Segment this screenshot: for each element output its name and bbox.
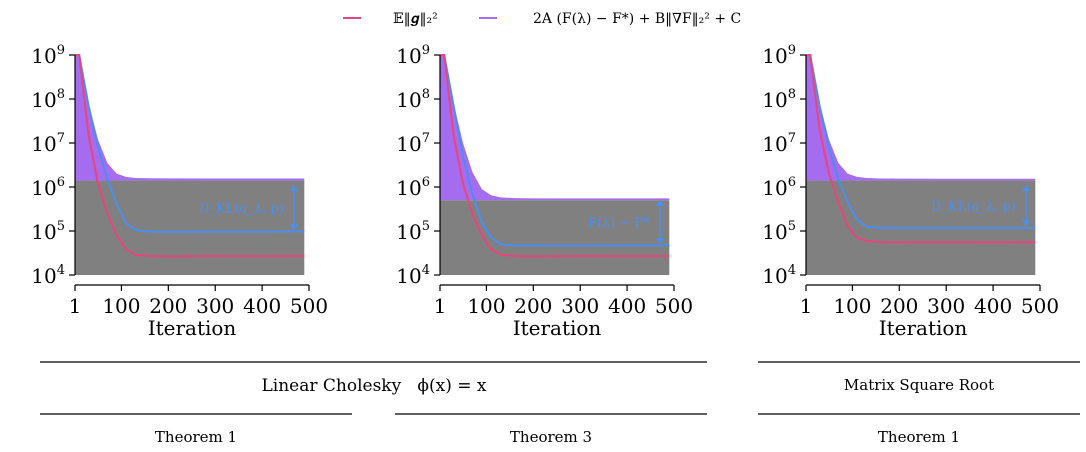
y-tick-label: 107 — [762, 131, 796, 156]
x-tick-label: 300 — [561, 294, 599, 318]
x-tick-label: 100 — [102, 294, 140, 318]
x-tick-label: 400 — [974, 294, 1012, 318]
y-tick-label: 105 — [396, 219, 430, 244]
x-tick-label: 100 — [833, 294, 871, 318]
bound-area — [75, 55, 305, 181]
x-tick-label: 400 — [608, 294, 646, 318]
panels: D_KL(q_λ, p) 104 105 106 107 108 109 1 100 200 300… — [31, 43, 1059, 340]
x-axis-label: Iteration — [879, 316, 968, 340]
annotation-arrowhead-up — [1022, 185, 1030, 191]
x-tick-label: 500 — [290, 294, 328, 318]
bound-area — [806, 55, 1036, 181]
legend-label-bound: 2A (F(λ) − F*) + B‖∇F‖₂² + C — [533, 11, 741, 27]
grad-line — [440, 54, 670, 258]
theorem-caption-2: Theorem 3 — [510, 428, 592, 446]
x-tick-label: 400 — [243, 294, 281, 318]
grad-line — [75, 54, 305, 258]
x-tick-label: 1 — [434, 294, 447, 318]
panel-1: D_KL(q_λ, p) 104 105 106 107 108 109 1 100 200 300… — [31, 43, 328, 340]
x-tick-label: 200 — [149, 294, 187, 318]
floor-area — [75, 180, 305, 275]
y-tick-label: 109 — [762, 43, 796, 68]
theorem-caption-3: Theorem 1 — [878, 428, 960, 446]
y-tick-label: 108 — [31, 87, 65, 112]
x-axis-label: Iteration — [513, 316, 602, 340]
bound-line — [440, 54, 670, 247]
annotation-arrowhead-up — [656, 200, 664, 206]
group-caption-cholesky: Linear Cholesky ϕ(x) = x — [261, 376, 486, 396]
floor-area — [440, 200, 670, 275]
theorem-caption-1: Theorem 1 — [155, 428, 237, 446]
y-tick-label: 104 — [762, 263, 796, 288]
x-tick-label: 500 — [1021, 294, 1059, 318]
x-tick-label: 300 — [927, 294, 965, 318]
legend: 𝔼‖𝒈‖₂² 2A (F(λ) − F*) + B‖∇F‖₂² + C — [343, 11, 741, 27]
captions: Linear Cholesky ϕ(x) = x Matrix Square R… — [40, 361, 1080, 446]
y-tick-label: 104 — [396, 263, 430, 288]
legend-label-grad: 𝔼‖𝒈‖₂² — [393, 11, 438, 27]
panel-3: D_KL(q_λ, p) 104 105 106 107 108 109 1 100 200 300… — [762, 43, 1059, 340]
panel-2: F(λ) − F* 104 105 106 107 108 109 1 100 200 300 400… — [396, 43, 693, 340]
bound-line — [75, 54, 305, 233]
annotation-arrowhead-up — [290, 185, 298, 191]
y-tick-label: 109 — [396, 43, 430, 68]
y-tick-label: 106 — [396, 175, 430, 200]
x-tick-label: 300 — [196, 294, 234, 318]
x-tick-label: 1 — [800, 294, 813, 318]
y-tick-label: 105 — [762, 219, 796, 244]
group-caption-sqrt: Matrix Square Root — [844, 376, 994, 394]
x-axis-label: Iteration — [148, 316, 237, 340]
annotation-arrowhead-down — [290, 224, 298, 230]
annotation-label: F(λ) − F* — [588, 216, 651, 231]
annotation-label: D_KL(q_λ, p) — [931, 200, 1016, 215]
annotation-arrowhead-down — [656, 238, 664, 244]
y-tick-label: 108 — [396, 87, 430, 112]
x-tick-label: 500 — [655, 294, 693, 318]
y-tick-label: 106 — [31, 175, 65, 200]
y-tick-label: 108 — [762, 87, 796, 112]
x-tick-label: 200 — [880, 294, 918, 318]
grad-line — [806, 54, 1036, 244]
y-tick-label: 107 — [31, 131, 65, 156]
y-tick-label: 105 — [31, 219, 65, 244]
x-tick-label: 100 — [467, 294, 505, 318]
y-tick-label: 106 — [762, 175, 796, 200]
x-tick-label: 1 — [69, 294, 82, 318]
y-tick-label: 109 — [31, 43, 65, 68]
bound-area — [440, 55, 670, 201]
annotation-label: D_KL(q_λ, p) — [199, 202, 284, 217]
annotation-arrowhead-down — [1022, 220, 1030, 226]
y-tick-label: 104 — [31, 263, 65, 288]
x-tick-label: 200 — [514, 294, 552, 318]
bound-line — [806, 54, 1036, 229]
y-tick-label: 107 — [396, 131, 430, 156]
